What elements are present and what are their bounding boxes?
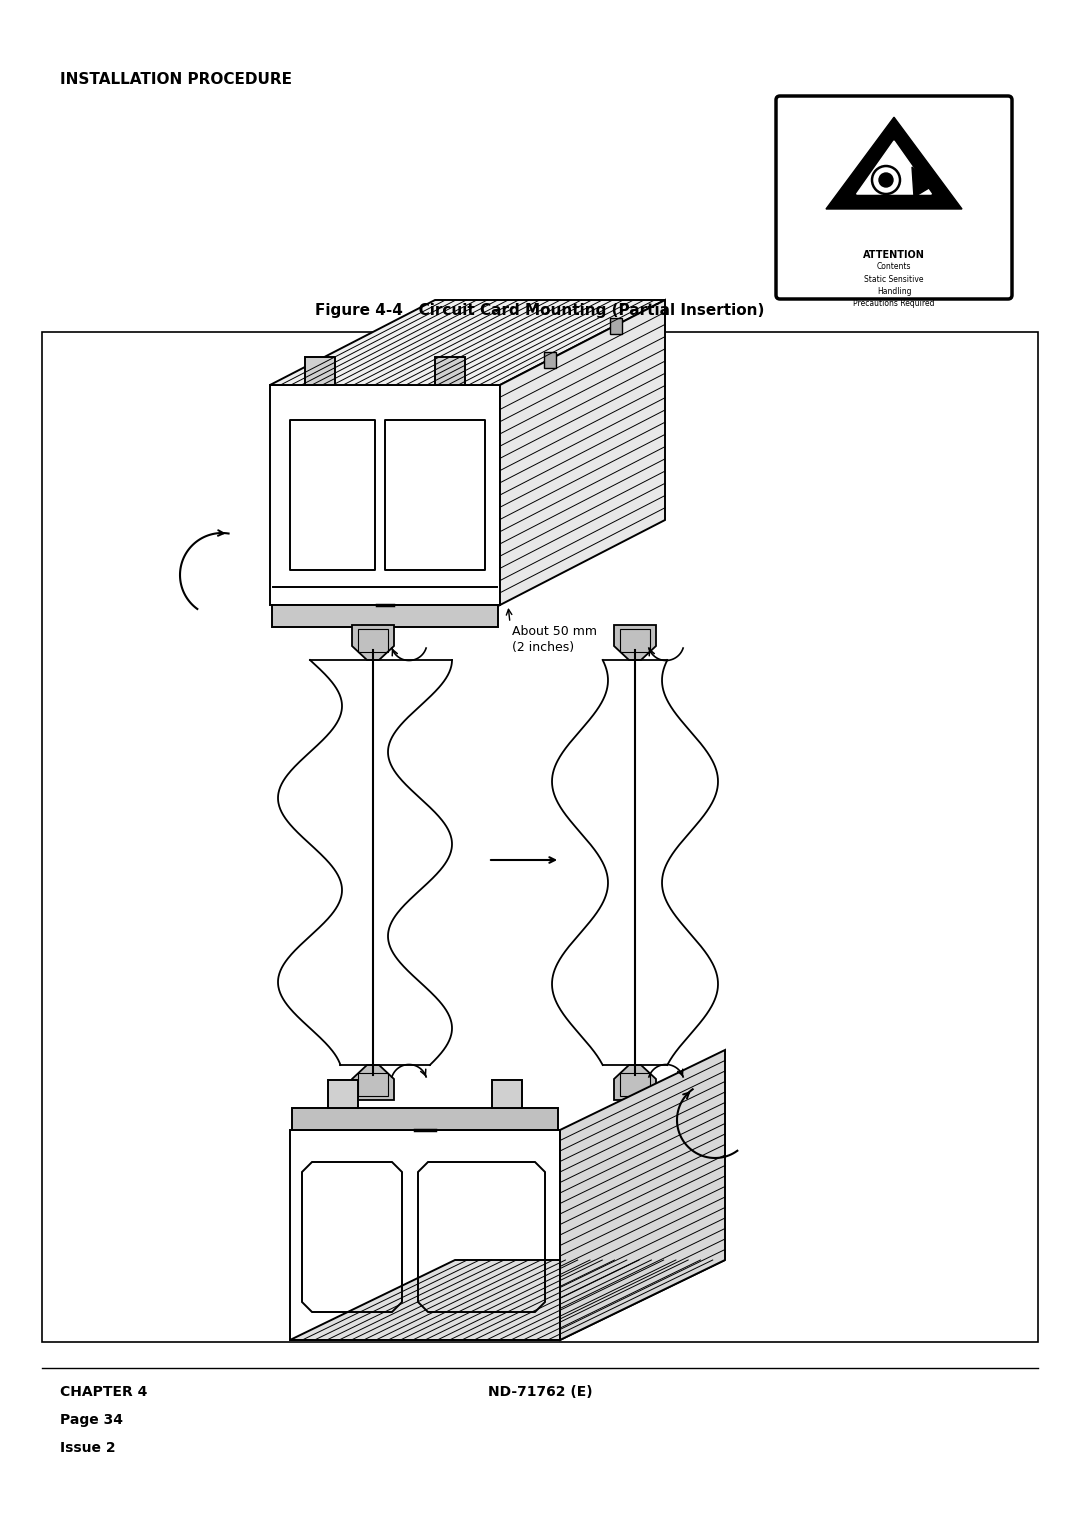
Polygon shape [352,625,394,660]
Text: INSTALLATION PROCEDURE: INSTALLATION PROCEDURE [60,72,292,87]
Text: Figure 4-4   Circuit Card Mounting (Partial Insertion): Figure 4-4 Circuit Card Mounting (Partia… [315,303,765,318]
Bar [357,1073,388,1096]
Polygon shape [615,1065,656,1100]
Text: About 50 mm
(2 inches): About 50 mm (2 inches) [512,625,597,654]
Text: ATTENTION: ATTENTION [863,251,924,260]
Polygon shape [291,1261,725,1340]
Polygon shape [352,1065,394,1100]
Polygon shape [615,625,656,660]
Text: ND-71762 (E): ND-71762 (E) [488,1384,592,1400]
Polygon shape [826,118,962,209]
Bar [42,332,1038,1342]
Polygon shape [305,358,335,385]
Text: Contents
Static Sensitive
Handling
Precautions Required: Contents Static Sensitive Handling Preca… [853,261,935,309]
Polygon shape [912,167,934,197]
Polygon shape [272,605,498,626]
Polygon shape [292,1108,558,1131]
FancyBboxPatch shape [777,96,1012,299]
Bar [609,318,621,333]
Text: Page 34: Page 34 [60,1413,123,1427]
Bar [620,630,650,652]
Polygon shape [500,299,665,605]
Text: CHAPTER 4: CHAPTER 4 [60,1384,147,1400]
Polygon shape [492,1080,522,1108]
Polygon shape [856,141,931,194]
Bar [620,1073,650,1096]
Bar [357,630,388,652]
Bar [543,351,555,368]
Polygon shape [270,299,665,385]
Text: Issue 2: Issue 2 [60,1441,116,1455]
Polygon shape [435,358,465,385]
Polygon shape [328,1080,357,1108]
Polygon shape [561,1050,725,1340]
Circle shape [879,173,893,186]
